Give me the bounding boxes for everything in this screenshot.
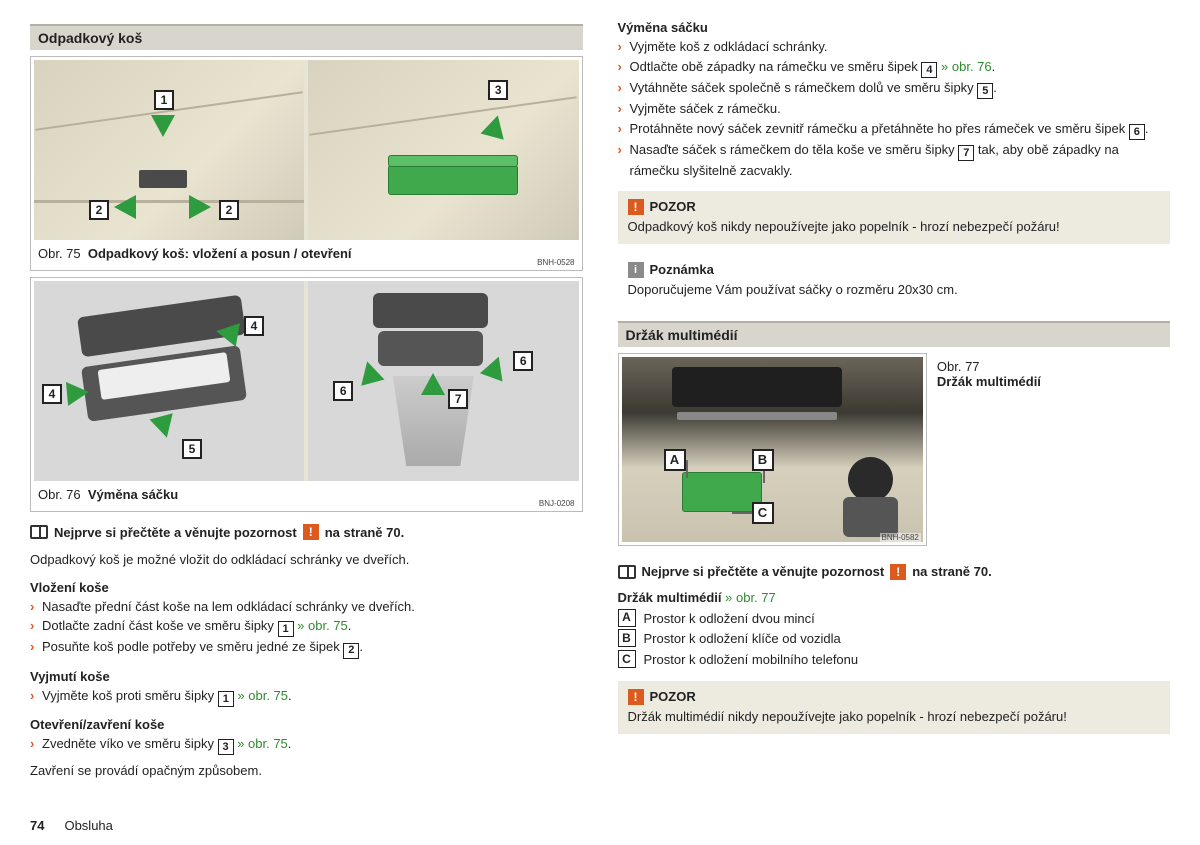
figure-77-panel: A B C: [622, 357, 923, 542]
info-icon: i: [628, 262, 644, 278]
figure-75-panel-2: 3: [308, 60, 578, 240]
callout-5: 5: [182, 439, 202, 459]
figure-75-caption: Obr. 75 Odpadkový koš: vložení a posun /…: [34, 240, 579, 267]
open-heading: Otevření/zavření koše: [30, 717, 583, 732]
remove-heading: Vyjmutí koše: [30, 669, 583, 684]
figure-76-id: BNJ-0208: [537, 499, 577, 508]
warn-icon: !: [628, 689, 644, 705]
intro-text: Odpadkový koš je možné vložit do odkláda…: [30, 550, 583, 570]
figure-76-panel-1: 4 4 5: [34, 281, 304, 481]
book-icon: [30, 525, 48, 539]
read-first-left: Nejprve si přečtěte a věnujte pozornost …: [30, 524, 583, 540]
callout-2a: 2: [89, 200, 109, 220]
pozor-box-1: !POZOR Odpadkový koš nikdy nepoužívejte …: [618, 191, 1171, 244]
left-column: Odpadkový koš 1 2 2: [30, 20, 583, 787]
callout-A: A: [664, 449, 686, 471]
warn-icon: !: [303, 524, 319, 540]
read-first-right: Nejprve si přečtěte a věnujte pozornost …: [618, 564, 1171, 580]
callout-4b: 4: [42, 384, 62, 404]
callout-6b: 6: [333, 381, 353, 401]
figure-77-id: BNH-0582: [880, 533, 921, 542]
section-header-odpadkovy-kos: Odpadkový koš: [30, 24, 583, 50]
figure-77-caption: Obr. 77 Držák multimédií: [937, 353, 1170, 552]
media-subhead: Držák multimédií » obr. 77: [618, 590, 1171, 605]
section-header-drzak: Držák multimédií: [618, 321, 1171, 347]
remove-steps: Vyjměte koš proti směru šipky 1 » obr. 7…: [30, 686, 583, 707]
note-box: iPoznámka Doporučujeme Vám používat sáčk…: [618, 254, 1171, 307]
figure-75: 1 2 2 3 BNH-0528 Obr. 75 Odpadkový ko: [30, 56, 583, 271]
figure-76-panel-2: 6 6 7: [308, 281, 578, 481]
callout-C: C: [752, 502, 774, 524]
callout-1: 1: [154, 90, 174, 110]
bag-heading: Výměna sáčku: [618, 20, 1171, 35]
callout-4a: 4: [244, 316, 264, 336]
bag-steps: Vyjměte koš z odkládací schránky. Odtlač…: [618, 37, 1171, 181]
callout-3: 3: [488, 80, 508, 100]
page-footer: 74Obsluha: [30, 818, 113, 833]
figure-75-panel-1: 1 2 2: [34, 60, 304, 240]
media-legend: AProstor k odložení dvou mincí BProstor …: [618, 609, 1171, 671]
figure-75-id: BNH-0528: [535, 258, 576, 267]
book-icon: [618, 565, 636, 579]
insert-heading: Vložení koše: [30, 580, 583, 595]
figure-77: A B C BNH-0582: [618, 353, 927, 546]
figure-76-caption: Obr. 76 Výměna sáčku: [34, 481, 579, 508]
warn-icon: !: [890, 564, 906, 580]
open-steps: Zvedněte víko ve směru šipky 3 » obr. 75…: [30, 734, 583, 755]
insert-steps: Nasaďte přední část koše na lem odkládac…: [30, 597, 583, 659]
close-text: Zavření se provádí opačným způsobem.: [30, 761, 583, 781]
right-column: Výměna sáčku Vyjměte koš z odkládací sch…: [618, 20, 1171, 787]
callout-7: 7: [448, 389, 468, 409]
pozor-box-2: !POZOR Držák multimédií nikdy nepoužívej…: [618, 681, 1171, 734]
callout-2b: 2: [219, 200, 239, 220]
callout-B: B: [752, 449, 774, 471]
figure-76: 4 4 5 6 6 7: [30, 277, 583, 512]
warn-icon: !: [628, 199, 644, 215]
callout-6a: 6: [513, 351, 533, 371]
